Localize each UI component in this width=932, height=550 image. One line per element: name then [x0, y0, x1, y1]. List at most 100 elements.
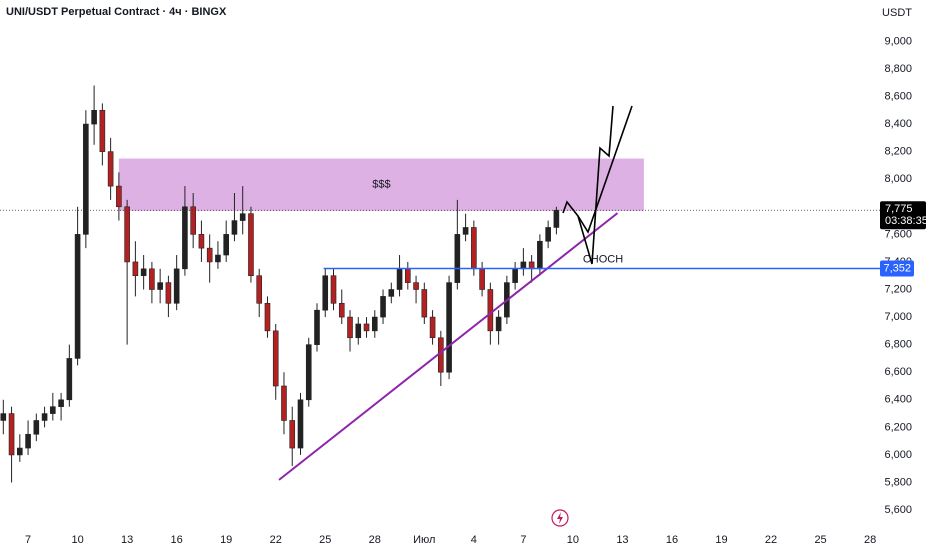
x-tick-label: 10 [567, 534, 579, 546]
y-tick-label: 8,600 [884, 90, 912, 102]
candle-body [264, 302, 271, 332]
candle-body [256, 275, 263, 304]
x-tick-label: 28 [864, 534, 876, 546]
candle-body [487, 289, 494, 332]
y-tick-label: 7,200 [884, 283, 912, 295]
candle-body [413, 282, 419, 290]
x-tick-label: 7 [520, 534, 526, 546]
countdown-label: 03:38:35 [885, 215, 928, 227]
y-tick-label: 6,600 [884, 366, 912, 378]
candle-body [8, 413, 15, 456]
candle-body [231, 220, 238, 235]
currency-label: USDT [882, 7, 912, 19]
candle-body [99, 109, 106, 152]
candle-body [388, 289, 395, 297]
last-price-label: 7,775 [885, 203, 913, 215]
x-tick-label: 10 [71, 534, 83, 546]
candle-body [520, 261, 527, 270]
x-tick-label: 19 [715, 534, 727, 546]
candle-body [149, 268, 155, 290]
candle-body [396, 268, 403, 290]
candle-body [124, 206, 130, 263]
candle-body [25, 433, 31, 449]
candle-body [239, 213, 246, 221]
candle-body [512, 268, 518, 283]
last-price-box [880, 201, 926, 230]
y-tick-label: 8,800 [884, 63, 912, 75]
candle-body [83, 123, 89, 235]
candle-body [314, 309, 320, 345]
candle-body [495, 316, 502, 332]
candle-body [33, 420, 40, 435]
candle-body [322, 275, 329, 311]
candle-body [116, 185, 122, 208]
x-tick-label: 22 [270, 534, 282, 546]
candle-body [223, 234, 229, 256]
candle-body [429, 316, 436, 339]
y-tick-label: 8,200 [884, 146, 912, 158]
y-tick-label: 7,600 [884, 228, 912, 240]
candle-body [347, 316, 353, 339]
candle-body [421, 289, 428, 318]
candle-body [363, 323, 370, 332]
candle-body [50, 406, 56, 414]
candle-body [281, 385, 287, 421]
candle-body [289, 420, 296, 449]
y-tick-label: 6,200 [884, 421, 912, 433]
zigzag-drawing [562, 105, 614, 265]
candle-body [537, 240, 543, 270]
candle-body [330, 275, 337, 304]
candle-body [297, 399, 304, 449]
candle-body [553, 209, 560, 228]
zigzag-drawing [577, 105, 633, 234]
candle-body [157, 282, 163, 290]
x-tick-label: 7 [25, 534, 31, 546]
candle-body [471, 227, 477, 270]
level-price-box [880, 260, 914, 277]
x-tick-label: 25 [319, 534, 331, 546]
y-tick-label: 5,600 [884, 504, 912, 516]
candle-body [446, 282, 452, 373]
candle-body [66, 358, 73, 401]
lightning-icon[interactable] [551, 509, 569, 527]
candle-body [545, 227, 551, 242]
candle-body [182, 206, 188, 270]
candle-body [272, 330, 279, 387]
x-tick-label: 22 [765, 534, 777, 546]
candle-body [132, 261, 139, 277]
candle-body [165, 282, 172, 304]
supply-zone [118, 158, 644, 211]
candle-body [248, 213, 254, 277]
candle-body [355, 323, 362, 339]
candle-body [17, 447, 23, 456]
zone-label: $$$ [372, 179, 390, 191]
candle-body [454, 234, 461, 283]
trendline [278, 212, 619, 481]
candle-body [91, 109, 97, 125]
y-tick-label: 6,400 [884, 394, 912, 406]
y-tick-label: 6,800 [884, 339, 912, 351]
candle-body [206, 247, 213, 263]
x-tick-label: 13 [121, 534, 133, 546]
candle-body [338, 302, 345, 318]
drawing [562, 105, 633, 265]
chart-title: UNI/USDT Perpetual Contract · 4ч · BINGX [6, 6, 227, 18]
candle-body [173, 268, 180, 304]
y-tick-label: 8,000 [884, 173, 912, 185]
y-tick-label: 7,000 [884, 311, 912, 323]
y-tick-label: 6,000 [884, 449, 912, 461]
candle-body [190, 206, 196, 235]
x-tick-label: 13 [616, 534, 628, 546]
candle-body [371, 316, 378, 332]
x-tick-label: 19 [220, 534, 232, 546]
x-tick-label: 16 [171, 534, 183, 546]
candle-body [405, 268, 411, 283]
candle-body [58, 399, 64, 407]
y-tick-label: 8,400 [884, 118, 912, 130]
candle-body [74, 234, 81, 359]
x-tick-label: Июл [413, 534, 435, 546]
candle-body [479, 268, 485, 290]
candle-body [0, 413, 7, 421]
y-tick-label: 5,800 [884, 476, 912, 488]
